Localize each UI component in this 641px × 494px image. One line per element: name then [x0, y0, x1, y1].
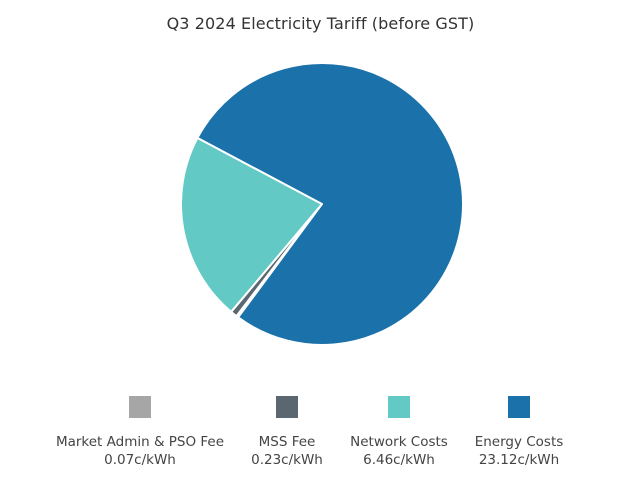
legend-value-market-admin: 0.07c/kWh — [104, 452, 176, 468]
legend-value-mss-fee: 0.23c/kWh — [251, 452, 323, 468]
pie-chart — [180, 62, 464, 346]
legend-swatch-mss-fee — [276, 396, 298, 418]
legend: Market Admin & PSO Fee 0.07c/kWh MSS Fee… — [0, 396, 641, 486]
legend-label-mss-fee: MSS Fee — [258, 434, 316, 450]
legend-label-energy-costs: Energy Costs — [474, 434, 564, 450]
legend-swatch-network-costs — [388, 396, 410, 418]
legend-label-network-costs: Network Costs — [350, 434, 448, 450]
pie-slice-network-costs[interactable] — [180, 136, 323, 313]
legend-item-energy-costs[interactable]: Energy Costs 23.12c/kWh — [429, 396, 609, 469]
chart-title: Q3 2024 Electricity Tariff (before GST) — [166, 14, 475, 33]
pie-slice-energy-costs[interactable] — [196, 62, 464, 346]
legend-swatch-energy-costs — [508, 396, 530, 418]
legend-item-network-costs[interactable]: Network Costs 6.46c/kWh — [309, 396, 489, 469]
legend-item-mss-fee[interactable]: MSS Fee 0.23c/kWh — [197, 396, 377, 469]
legend-swatch-market-admin — [129, 396, 151, 418]
legend-item-market-admin[interactable]: Market Admin & PSO Fee 0.07c/kWh — [50, 396, 230, 469]
legend-value-network-costs: 6.46c/kWh — [363, 452, 435, 468]
legend-label-market-admin: Market Admin & PSO Fee — [55, 434, 225, 450]
legend-value-energy-costs: 23.12c/kWh — [478, 452, 560, 468]
